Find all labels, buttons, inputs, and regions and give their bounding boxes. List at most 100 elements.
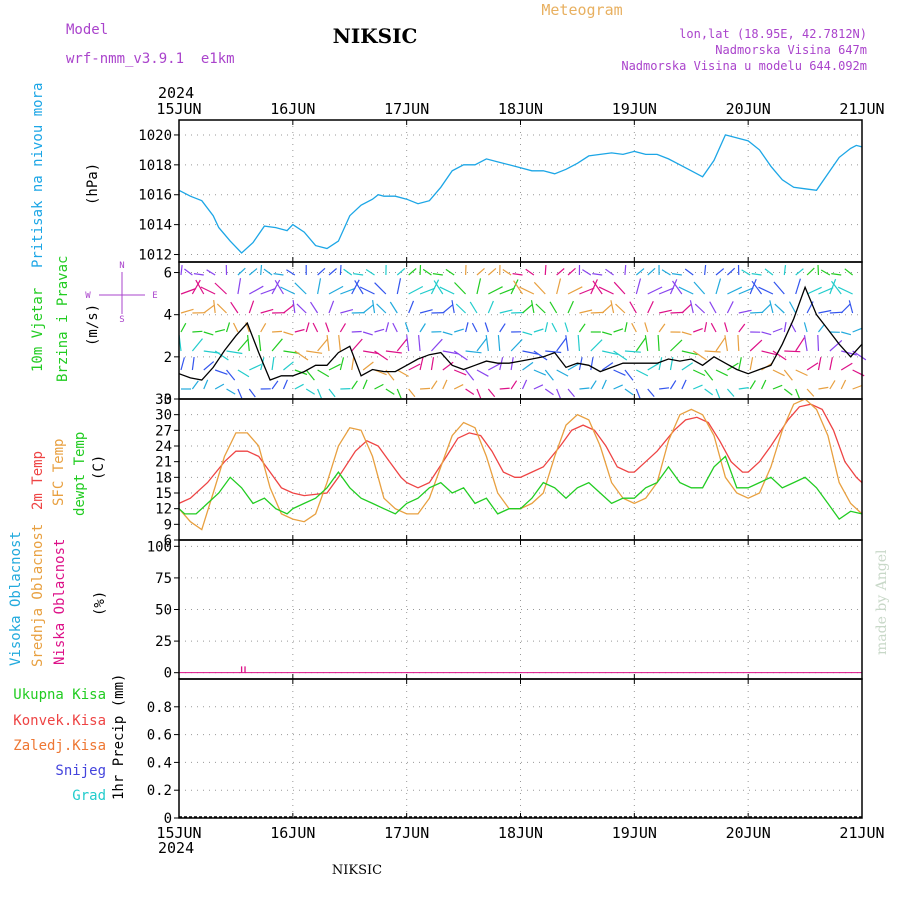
wind-arrow [191, 357, 195, 371]
wind-arrow [283, 304, 295, 314]
wind-arrow [817, 334, 820, 352]
wind-arrow [274, 279, 284, 295]
wind-arrow [565, 335, 569, 352]
wind-arrow [545, 350, 562, 354]
precip-ylabel: 1hr Precip (mm) [111, 674, 127, 800]
wind-arrow [351, 338, 363, 352]
wind-arrow [499, 387, 510, 390]
x-tick-label: 20JUN [726, 824, 771, 842]
wind-arrow [260, 308, 274, 314]
wind-arrow [339, 357, 345, 371]
wind-arrow [669, 279, 678, 295]
precip-labels: Ukupna Kisa Konvek.Kisa Zaledj.Kisa Snij… [13, 674, 127, 804]
wind-arrow [817, 357, 822, 371]
wind-arrow [567, 388, 575, 398]
pressure-panel: 1012 1014 1016 1018 1020 [138, 119, 863, 264]
wind-arrow [354, 280, 364, 295]
wind-arrow [749, 357, 754, 371]
y-tick-label: 0.2 [147, 783, 172, 799]
wind-arrow [840, 362, 853, 371]
y-tick-label: 0 [164, 666, 172, 682]
wind-arrow [647, 267, 656, 276]
wind-arrow [681, 379, 687, 390]
wind-arrow [226, 369, 236, 381]
coords-text: lon,lat (18.95E, 42.7812N) [679, 27, 867, 41]
wind-arrow [283, 350, 300, 354]
wind-arrow [439, 286, 455, 295]
wind-arrow [317, 267, 326, 276]
wind-arrow [647, 300, 654, 314]
wind-arrow [206, 269, 216, 276]
panels: 1012101410161018102002466912151821242730… [138, 119, 867, 827]
wind-arrow [837, 286, 853, 295]
wind-arrow [305, 322, 310, 333]
wind-arrow [372, 300, 376, 314]
wind-arrow [624, 322, 628, 333]
2m-temp-line [178, 403, 863, 504]
dewpt-temp-line [178, 455, 863, 520]
wind-arrow [282, 379, 288, 390]
wind-arrow [214, 383, 225, 390]
wind-panel: 0 2 4 6 [164, 261, 867, 408]
wind-arrow [351, 330, 362, 333]
speed-line [178, 285, 863, 381]
wind-arrow [715, 369, 728, 377]
y-tick-label: 6 [164, 533, 172, 549]
wind-arrow [615, 303, 626, 314]
wind-arrow [309, 301, 319, 314]
mid-cloud-ylabel: Srednja Oblacnost [30, 524, 46, 667]
wind-arrow [433, 280, 444, 295]
pressure-line [178, 134, 863, 254]
y-tick-label: 27 [155, 423, 172, 439]
wind-arrow [806, 267, 815, 276]
wind-arrow [430, 338, 443, 352]
wind-arrow [741, 269, 751, 276]
wind-arrow [487, 388, 496, 398]
y-tick-label: 1012 [138, 248, 172, 264]
wind-arrow [535, 303, 546, 314]
x-tick-label: 19JUN [612, 100, 657, 118]
wind-arrow [363, 350, 379, 355]
wind-arrow [715, 278, 722, 295]
wind-arrow [522, 304, 533, 314]
wind-arrow [670, 311, 684, 314]
wind-arrow [852, 327, 863, 333]
wind-arrow [499, 287, 515, 295]
wind-arrow [556, 337, 567, 352]
wind-arrows [178, 264, 867, 399]
wind-arrow [661, 269, 671, 276]
wind-arrow [726, 388, 735, 397]
y-tick-label: 24 [155, 439, 172, 455]
wind-arrow [840, 379, 847, 390]
wind-arrow [704, 350, 721, 353]
wind-arrow [454, 328, 464, 333]
wind-arrow [263, 268, 273, 276]
wind-arrow [678, 286, 694, 295]
wind-arrow [260, 357, 265, 371]
wind-arrow [326, 335, 330, 352]
wind-arrow [213, 300, 216, 314]
wind-arrow [644, 335, 649, 352]
wind-arrow [445, 268, 455, 276]
wind-arrow [465, 388, 475, 396]
wind-arrow [556, 268, 565, 276]
wind-arrow [430, 279, 440, 295]
precip-frame [178, 678, 863, 819]
x-tick-label: 21JUN [839, 100, 884, 118]
pressure-ylabel: Pritisak na nivou mora [30, 83, 46, 268]
wind-arrow [613, 328, 624, 333]
wind-arrow [818, 386, 829, 390]
wind-arrow [513, 280, 523, 295]
wind-arrow [389, 301, 398, 314]
wind-arrow [286, 269, 296, 276]
wind-arrow [693, 328, 703, 333]
wind-arrow [454, 282, 467, 295]
wind-arrow [710, 322, 717, 333]
wind-arrow [512, 273, 523, 276]
wind-ylabel2: Brzina i Pravac [55, 256, 71, 382]
wind-arrow [237, 338, 249, 352]
wind-arrow [544, 388, 554, 396]
wind-arrow [351, 357, 355, 371]
compass-west: W [85, 291, 91, 301]
